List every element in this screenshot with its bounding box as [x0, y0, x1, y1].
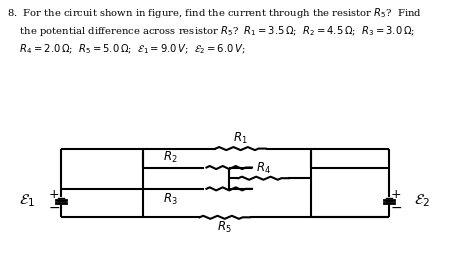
- Text: $-$: $-$: [48, 200, 60, 214]
- Text: 8.  For the circuit shown in figure, find the current through the resistor $R_5$: 8. For the circuit shown in figure, find…: [7, 6, 422, 20]
- Text: $\mathcal{E}_2$: $\mathcal{E}_2$: [414, 192, 430, 209]
- Text: $R_4 = 2.0\,\Omega$;  $R_5 = 5.0\,\Omega$;  $\mathcal{E}_1 = 9.0\,V$;  $\mathcal: $R_4 = 2.0\,\Omega$; $R_5 = 5.0\,\Omega$…: [7, 42, 245, 56]
- Text: $R_5$: $R_5$: [217, 220, 232, 235]
- Text: $R_2$: $R_2$: [163, 150, 177, 165]
- Text: $R_1$: $R_1$: [233, 131, 248, 146]
- Text: $+$: $+$: [390, 188, 401, 201]
- Text: $-$: $-$: [389, 200, 402, 214]
- Text: $R_3$: $R_3$: [163, 192, 177, 207]
- Text: the potential difference across resistor $R_5$?  $R_1 = 3.5\,\Omega$;  $R_2 = 4.: the potential difference across resistor…: [7, 24, 415, 38]
- Text: $\mathcal{E}_1$: $\mathcal{E}_1$: [19, 192, 36, 209]
- Text: $+$: $+$: [48, 188, 59, 201]
- Text: $R_4$: $R_4$: [256, 161, 271, 176]
